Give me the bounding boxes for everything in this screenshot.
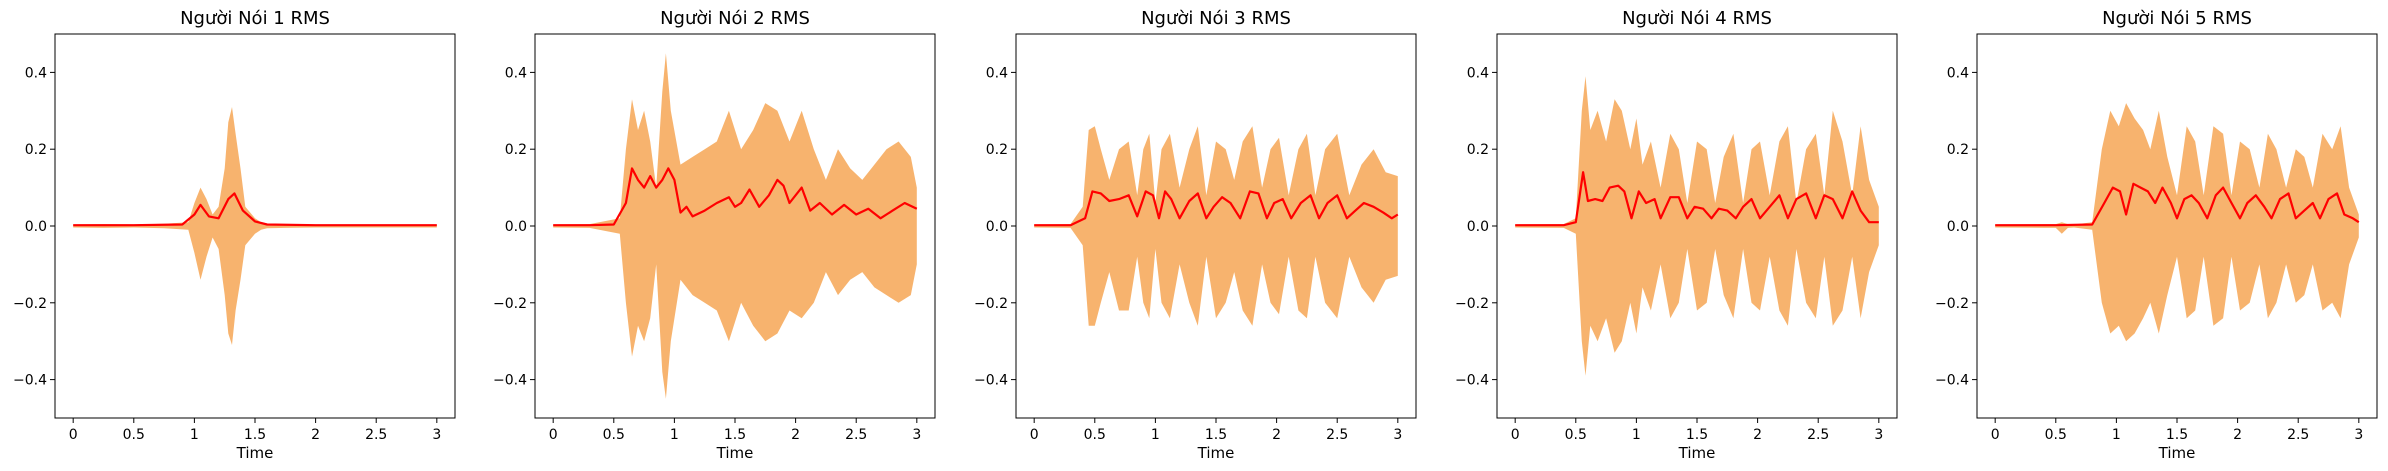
rms-line [73,192,437,227]
x-tick-label: 0.5 [603,427,625,443]
x-axis-label: Time [236,444,274,462]
plot-area [1034,126,1399,326]
x-tick-label: 2 [791,427,800,443]
y-tick-label: 0.0 [25,219,47,235]
y-tick-label: 0.4 [1947,65,1969,81]
waveform-envelope [553,53,917,399]
y-tick-label: −0.2 [1935,296,1969,312]
x-tick-label: 0 [549,427,558,443]
plot-area [1995,103,2360,342]
rms-line [553,167,918,227]
y-tick-label: −0.4 [1455,373,1489,389]
x-tick-label: 2 [1753,427,1762,443]
subplot-title: Người Nói 1 RMS [180,8,330,29]
x-tick-label: 1 [2112,427,2121,443]
x-tick-label: 1.5 [1205,427,1227,443]
x-tick-label: 0.5 [1565,427,1587,443]
x-tick-label: 3 [2354,427,2363,443]
y-tick-label: −0.4 [13,373,47,389]
y-tick-label: −0.2 [974,296,1008,312]
waveform-envelope [1515,76,1879,376]
x-axis-label: Time [716,444,754,462]
subplot-2: 0 0.5 1 1.5 2 2.5 3 −0.4 −0.2 0.0 0.2 0.4 Người Nói… [493,8,936,462]
x-tick-label: 2 [2233,427,2242,443]
plot-area [553,53,918,399]
x-axis-label: Time [1678,444,1716,462]
x-tick-label: 2.5 [2287,427,2309,443]
subplot-title: Người Nói 5 RMS [2102,8,2252,29]
waveform-envelope [1034,126,1398,326]
y-tick-label: 0.4 [505,65,527,81]
subplot-title: Người Nói 4 RMS [1622,8,1772,29]
y-tick-label: 0.0 [505,219,527,235]
x-tick-label: 0 [1511,427,1520,443]
x-tick-label: 2 [311,427,320,443]
x-tick-label: 3 [432,427,441,443]
x-axis-label: Time [1197,444,1235,462]
y-tick-label: −0.2 [493,296,527,312]
x-tick-label: 2.5 [365,427,387,443]
x-tick-label: 0 [1030,427,1039,443]
x-tick-label: 1.5 [1686,427,1708,443]
subplot-5: 0 0.5 1 1.5 2 2.5 3 −0.4 −0.2 0.0 0.2 0.4 Người Nói… [1935,8,2378,462]
x-tick-label: 3 [912,427,921,443]
x-tick-label: 1.5 [2166,427,2188,443]
y-tick-label: 0.4 [25,65,47,81]
x-tick-label: 3 [1393,427,1402,443]
x-tick-label: 2.5 [1807,427,1829,443]
y-tick-label: 0.2 [986,142,1008,158]
plot-area [73,107,437,345]
x-tick-label: 0 [1991,427,2000,443]
x-tick-label: 0 [69,427,78,443]
x-tick-label: 1 [1632,427,1641,443]
x-tick-label: 0.5 [2045,427,2067,443]
subplot-title: Người Nói 2 RMS [660,8,810,29]
waveform-envelope [73,107,437,345]
x-tick-label: 1 [670,427,679,443]
y-tick-label: 0.2 [1947,142,1969,158]
x-axis-label: Time [2158,444,2196,462]
x-tick-label: 2 [1272,427,1281,443]
y-tick-label: 0.0 [1467,219,1489,235]
y-tick-label: 0.4 [986,65,1008,81]
y-tick-label: 0.0 [1947,219,1969,235]
subplot-1: 0 0.5 1 1.5 2 2.5 3 −0.4 −0.2 0.0 0.2 0.4 Người Nói… [13,8,456,462]
y-tick-label: −0.2 [1455,296,1489,312]
y-tick-label: 0.4 [1467,65,1489,81]
x-tick-label: 0.5 [1084,427,1106,443]
x-tick-label: 2.5 [845,427,867,443]
y-tick-label: −0.4 [1935,373,1969,389]
rms-line [1034,190,1399,227]
subplot-3: 0 0.5 1 1.5 2 2.5 3 −0.4 −0.2 0.0 0.2 0.4 Người Nói… [974,8,1417,462]
y-tick-label: −0.4 [493,373,527,389]
x-tick-label: 1 [190,427,199,443]
waveform-envelope [1995,103,2359,342]
y-tick-label: 0.2 [505,142,527,158]
rms-line [1515,171,1879,227]
x-tick-label: 1.5 [724,427,746,443]
x-tick-label: 1.5 [244,427,266,443]
plot-area [1515,76,1879,376]
y-tick-label: −0.2 [13,296,47,312]
rms-line [1995,182,2360,227]
y-tick-label: 0.0 [986,219,1008,235]
subplot-title: Người Nói 3 RMS [1141,8,1291,29]
subplot-4: 0 0.5 1 1.5 2 2.5 3 −0.4 −0.2 0.0 0.2 0.4 Người Nói… [1455,8,1898,462]
x-tick-label: 1 [1151,427,1160,443]
x-tick-label: 2.5 [1326,427,1348,443]
y-tick-label: 0.2 [25,142,47,158]
x-tick-label: 0.5 [123,427,145,443]
y-tick-label: 0.2 [1467,142,1489,158]
y-tick-label: −0.4 [974,373,1008,389]
x-tick-label: 3 [1874,427,1883,443]
